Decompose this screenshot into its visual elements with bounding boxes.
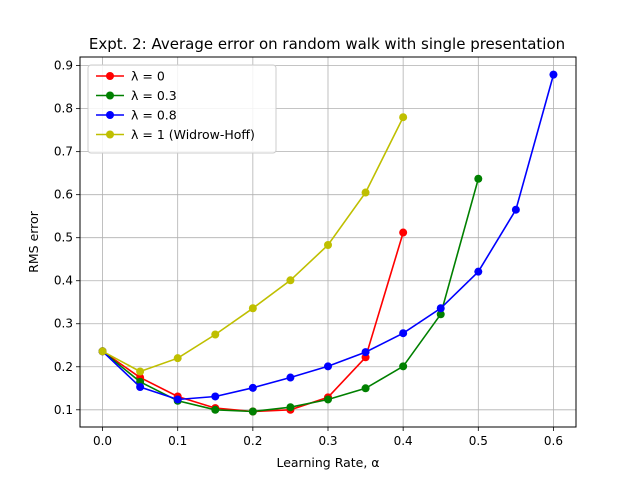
- legend-label: λ = 1 (Widrow-Hoff): [131, 127, 255, 142]
- legend-label: λ = 0.8: [131, 108, 177, 123]
- data-point: [211, 392, 220, 401]
- legend-item: λ = 0.8: [96, 108, 177, 123]
- data-point: [399, 329, 408, 338]
- x-tick-label: 0.1: [168, 434, 187, 448]
- data-point: [211, 405, 220, 414]
- data-point: [511, 205, 520, 214]
- y-tick-label: 0.2: [54, 360, 73, 374]
- data-point: [173, 354, 182, 363]
- data-point: [436, 310, 445, 319]
- data-point: [474, 174, 483, 183]
- series-layer: [98, 70, 558, 416]
- legend-frame: [87, 64, 277, 154]
- data-point: [286, 403, 295, 412]
- legend-swatch-marker: [106, 72, 114, 80]
- legend-swatch-marker: [106, 130, 114, 139]
- ticks: 0.0 0.1 0.2 0.3 0.4 0.5 0.6 0.1 0.2 0.3 0.4 0.5 0.6 0…: [54, 59, 563, 448]
- data-point: [98, 347, 107, 356]
- legend-label: λ = 0.3: [131, 88, 177, 103]
- legend-item: λ = 0.3: [96, 88, 177, 103]
- x-axis-label: Learning Rate, α: [276, 455, 379, 470]
- y-axis-label: RMS error: [26, 210, 41, 273]
- x-tick-label: 0.4: [394, 434, 413, 448]
- data-point: [324, 241, 332, 250]
- y-tick-label: 0.1: [54, 403, 73, 417]
- data-point: [436, 304, 445, 313]
- legend-swatch-marker: [106, 111, 114, 119]
- data-point: [248, 383, 257, 392]
- x-tick-label: 0.6: [544, 434, 563, 448]
- data-point: [549, 70, 558, 79]
- x-tick-label: 0.0: [93, 434, 112, 448]
- x-tick-label: 0.3: [318, 434, 337, 448]
- data-point: [136, 367, 145, 376]
- legend: λ = 0 λ = 0.3 λ = 0.8 λ = 1 (Widrow-Hoff): [87, 64, 277, 154]
- chart-title: Expt. 2: Average error on random walk wi…: [89, 35, 565, 53]
- legend-item: λ = 1 (Widrow-Hoff): [96, 127, 255, 142]
- data-point: [399, 113, 408, 122]
- data-point: [361, 384, 370, 393]
- data-point: [286, 276, 295, 285]
- data-point: [474, 267, 483, 276]
- data-point: [248, 304, 257, 313]
- y-tick-label: 0.9: [54, 59, 73, 73]
- data-point: [286, 373, 295, 382]
- legend-swatch-marker: [106, 91, 114, 100]
- data-point: [136, 382, 145, 391]
- x-tick-label: 0.2: [243, 434, 262, 448]
- data-point: [324, 362, 332, 371]
- y-tick-label: 0.4: [54, 274, 73, 288]
- legend-item: λ = 0: [96, 69, 165, 84]
- data-point: [361, 188, 370, 197]
- data-point: [399, 362, 408, 371]
- data-point: [248, 407, 257, 416]
- data-point: [173, 395, 182, 404]
- y-tick-label: 0.6: [54, 188, 73, 202]
- y-tick-label: 0.3: [54, 317, 73, 331]
- series-2: [98, 70, 558, 404]
- data-point: [324, 395, 332, 404]
- y-tick-label: 0.8: [54, 102, 73, 116]
- y-tick-label: 0.5: [54, 231, 73, 245]
- x-tick-label: 0.5: [469, 434, 488, 448]
- series-3: [98, 113, 408, 376]
- grid: [80, 57, 576, 427]
- data-point: [361, 348, 370, 357]
- data-point: [211, 330, 220, 339]
- legend-label: λ = 0: [131, 69, 165, 84]
- data-point: [399, 228, 408, 237]
- y-tick-label: 0.7: [54, 145, 73, 159]
